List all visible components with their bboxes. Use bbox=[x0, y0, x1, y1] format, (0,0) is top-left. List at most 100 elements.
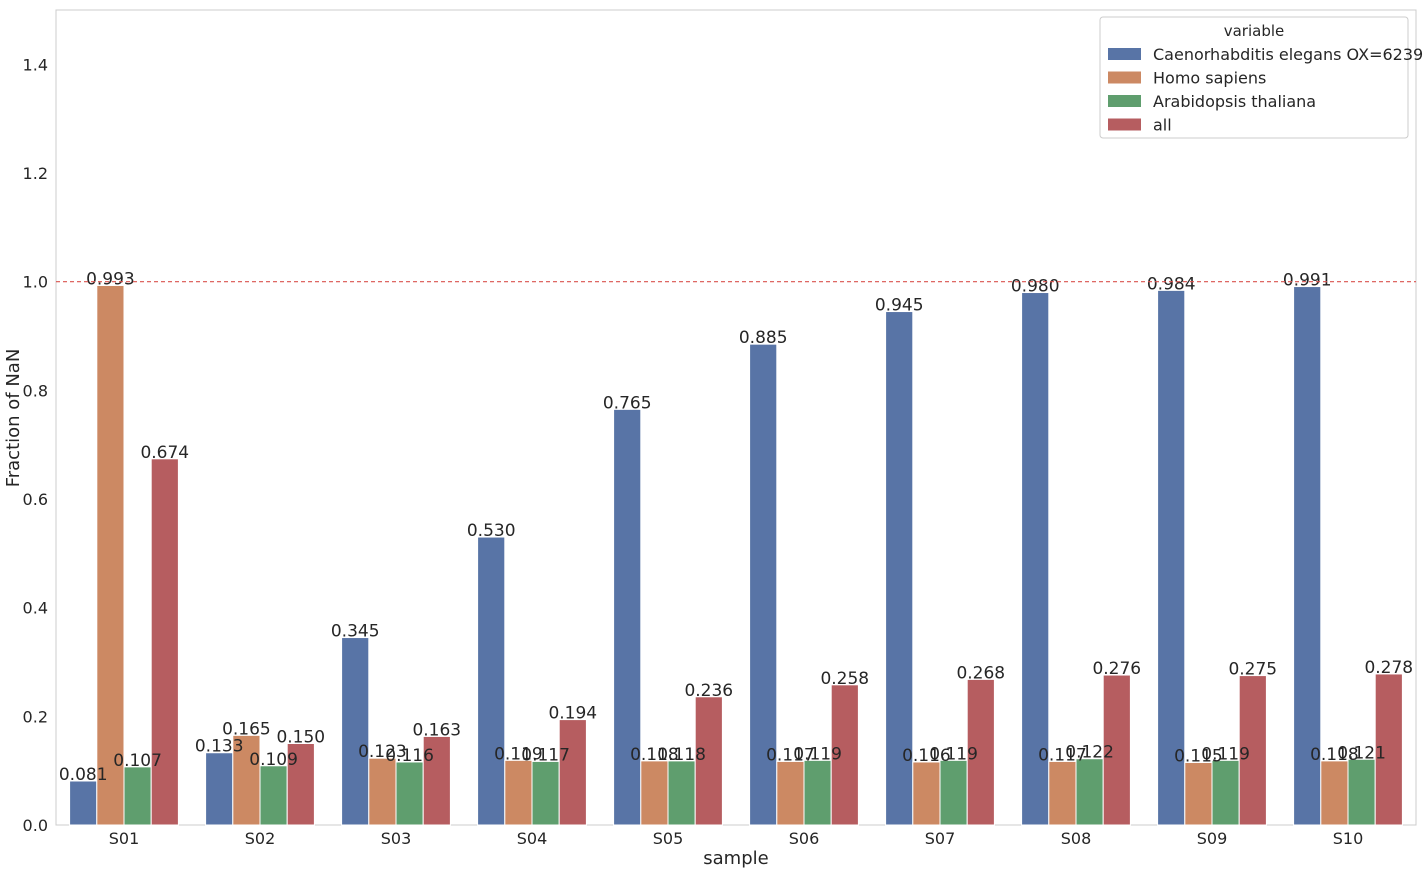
bar-value-label: 0.194 bbox=[548, 704, 597, 724]
x-axis-title: sample bbox=[703, 848, 768, 869]
bar bbox=[1075, 758, 1104, 826]
legend-swatch bbox=[1108, 118, 1141, 131]
plot-frame bbox=[55, 9, 1417, 826]
bar-value-label: 0.119 bbox=[929, 744, 978, 764]
bar bbox=[830, 684, 859, 826]
bar bbox=[966, 678, 995, 826]
x-tick-label: S09 bbox=[1197, 829, 1228, 848]
bar bbox=[395, 761, 424, 826]
bar-value-label: 0.119 bbox=[793, 744, 842, 764]
y-tick-label: 0.6 bbox=[23, 490, 48, 509]
x-tick-label: S03 bbox=[381, 829, 412, 848]
y-tick-label: 0.8 bbox=[23, 381, 48, 400]
bar-value-label: 0.116 bbox=[902, 746, 951, 766]
bar-value-label: 0.530 bbox=[467, 521, 516, 541]
bar bbox=[667, 760, 696, 826]
x-tick-label: S01 bbox=[109, 829, 140, 848]
legend-label: all bbox=[1153, 116, 1172, 135]
bar-value-label: 0.118 bbox=[657, 745, 706, 765]
legend-swatch bbox=[1108, 71, 1141, 84]
bar-value-label: 0.115 bbox=[1174, 747, 1223, 767]
bar-value-label: 0.118 bbox=[630, 745, 679, 765]
legend-label: Arabidopsis thaliana bbox=[1153, 92, 1316, 111]
bar-value-label: 0.117 bbox=[1038, 745, 1087, 765]
y-tick-label: 0.2 bbox=[23, 707, 48, 726]
bar-value-label: 0.107 bbox=[113, 751, 162, 771]
bar-value-label: 0.765 bbox=[603, 393, 652, 413]
bar bbox=[1048, 760, 1077, 826]
bar bbox=[205, 752, 234, 826]
bar-value-label: 0.081 bbox=[59, 765, 108, 785]
bar-value-label: 0.345 bbox=[331, 622, 380, 642]
bar-value-label: 0.117 bbox=[521, 745, 570, 765]
legend-box bbox=[1099, 16, 1409, 139]
bar-value-label: 0.118 bbox=[1310, 745, 1359, 765]
bar bbox=[123, 766, 152, 826]
legend-items: Caenorhabditis elegans OX=6239 Homo sapie… bbox=[1108, 45, 1423, 135]
bar bbox=[803, 759, 832, 826]
y-tick-label: 0.4 bbox=[23, 599, 48, 618]
legend-swatch bbox=[1108, 95, 1141, 107]
bar-value-label: 0.268 bbox=[956, 663, 1005, 683]
bar-value-label: 0.133 bbox=[195, 737, 244, 757]
bar-value-label: 0.885 bbox=[739, 328, 788, 348]
bar-value-label: 0.116 bbox=[385, 746, 434, 766]
y-axis-ticks: 0.0 0.2 0.4 0.6 0.8 1.0 1.2 1.4 bbox=[23, 55, 48, 835]
bar-value-label: 0.674 bbox=[140, 443, 189, 463]
bar bbox=[531, 760, 560, 826]
bar bbox=[1374, 673, 1403, 826]
bar bbox=[1157, 289, 1186, 826]
bar bbox=[1211, 759, 1240, 826]
bar-value-label: 0.117 bbox=[766, 745, 815, 765]
y-tick-label: 1.2 bbox=[23, 164, 48, 183]
bar bbox=[1021, 292, 1050, 826]
bar bbox=[69, 780, 98, 826]
bar bbox=[939, 759, 968, 826]
legend-label: Caenorhabditis elegans OX=6239 bbox=[1153, 45, 1423, 64]
x-tick-label: S02 bbox=[245, 829, 276, 848]
bar bbox=[1347, 758, 1376, 826]
bar bbox=[232, 734, 261, 826]
bar bbox=[286, 743, 315, 826]
bar-value-label: 0.109 bbox=[249, 750, 298, 770]
y-axis-title: Fraction of NaN bbox=[3, 349, 24, 488]
bar bbox=[477, 536, 506, 826]
bar bbox=[1102, 674, 1131, 826]
bar bbox=[613, 408, 642, 826]
bar-value-label: 0.993 bbox=[86, 269, 135, 289]
bar bbox=[422, 735, 451, 826]
bar-value-label: 0.945 bbox=[875, 296, 924, 316]
bars-layer bbox=[69, 284, 1403, 826]
x-axis-ticks: S01 S02 S03 S04 S05 S06 S07 S08 S09 S10 bbox=[109, 829, 1364, 848]
bar-value-label: 0.236 bbox=[684, 681, 733, 701]
bar bbox=[1238, 675, 1267, 826]
bar bbox=[259, 765, 288, 826]
bar-value-label: 0.276 bbox=[1092, 659, 1141, 679]
bar-value-label: 0.119 bbox=[494, 744, 543, 764]
legend-title: variable bbox=[1224, 22, 1285, 40]
bar-value-label: 0.121 bbox=[1337, 743, 1386, 763]
y-tick-label: 1.0 bbox=[23, 273, 48, 292]
x-tick-label: S10 bbox=[1333, 829, 1364, 848]
legend: variable Caenorhabditis elegans OX=6239 H… bbox=[1099, 16, 1423, 139]
x-tick-label: S08 bbox=[1061, 829, 1092, 848]
bar bbox=[368, 757, 397, 826]
bar-value-label: 0.163 bbox=[412, 720, 461, 740]
legend-swatch bbox=[1108, 48, 1141, 60]
x-tick-label: S06 bbox=[789, 829, 820, 848]
bar bbox=[912, 761, 941, 826]
bar-value-label: 0.275 bbox=[1228, 660, 1277, 680]
bar bbox=[1320, 760, 1349, 826]
bar bbox=[504, 759, 533, 826]
bar bbox=[341, 637, 370, 826]
x-tick-label: S04 bbox=[517, 829, 548, 848]
bar-value-label: 0.119 bbox=[1201, 744, 1250, 764]
x-tick-label: S05 bbox=[653, 829, 684, 848]
bar-value-label: 0.122 bbox=[1065, 743, 1114, 763]
legend-label: Homo sapiens bbox=[1153, 69, 1266, 88]
bar-value-label: 0.150 bbox=[276, 728, 325, 748]
bar bbox=[749, 343, 778, 826]
bar-value-label: 0.980 bbox=[1011, 277, 1060, 297]
bar bbox=[558, 719, 587, 826]
